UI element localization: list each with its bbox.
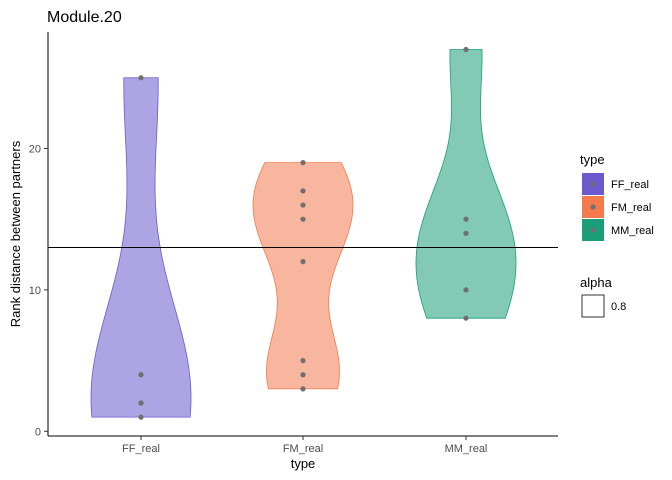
point-MM_real-4	[463, 46, 469, 53]
legend-key-dot-MM_real	[590, 227, 596, 233]
point-FF_real-3	[138, 75, 144, 81]
y-tick-label-0: 0	[35, 426, 41, 438]
point-FM_real-5	[300, 202, 306, 208]
chart-title: Module.20	[47, 9, 122, 26]
point-FM_real-3	[300, 259, 306, 265]
violin-FM_real	[252, 162, 354, 390]
point-FF_real-1	[138, 400, 144, 406]
legend-key-dot-FM_real	[590, 204, 596, 210]
y-axis-label: Rank distance between partners	[8, 140, 23, 327]
legend-type-items: FF_real FM_real MM_real	[582, 173, 654, 241]
x-tick-label-MM_real: MM_real	[445, 443, 488, 455]
violin-MM_real	[415, 49, 517, 319]
legend-type-title: type	[580, 152, 605, 167]
legend: type FF_real FM_real MM_real alpha 0.8	[580, 152, 654, 318]
x-ticks: FF_real FM_real MM_real	[122, 436, 487, 455]
point-FM_real-7	[300, 160, 306, 166]
legend-alpha-value: 0.8	[611, 301, 626, 313]
point-FF_real-0	[138, 414, 144, 420]
legend-key-dot-FF_real	[590, 181, 596, 187]
legend-label-MM_real: MM_real	[611, 225, 654, 237]
y-tick-label-20: 20	[29, 143, 41, 155]
legend-alpha-title: alpha	[580, 275, 613, 290]
x-tick-label-FM_real: FM_real	[283, 443, 323, 455]
point-FM_real-6	[300, 188, 306, 194]
point-FM_real-1	[300, 372, 306, 378]
legend-alpha-key	[581, 294, 605, 318]
points-layer	[138, 46, 469, 420]
point-MM_real-0	[463, 315, 469, 321]
point-FF_real-2	[138, 372, 144, 378]
legend-label-FF_real: FF_real	[611, 179, 649, 191]
point-MM_real-1	[463, 287, 469, 293]
point-FM_real-4	[300, 216, 306, 222]
y-ticks: 0 10 20	[29, 143, 48, 438]
legend-label-FM_real: FM_real	[611, 202, 651, 214]
x-axis-label: type	[291, 456, 316, 471]
point-MM_real-2	[463, 230, 469, 236]
x-tick-label-FF_real: FF_real	[122, 443, 160, 455]
point-MM_real-3	[463, 216, 469, 222]
y-tick-label-10: 10	[29, 285, 41, 297]
point-FM_real-2	[300, 358, 306, 364]
point-FM_real-0	[300, 386, 306, 392]
